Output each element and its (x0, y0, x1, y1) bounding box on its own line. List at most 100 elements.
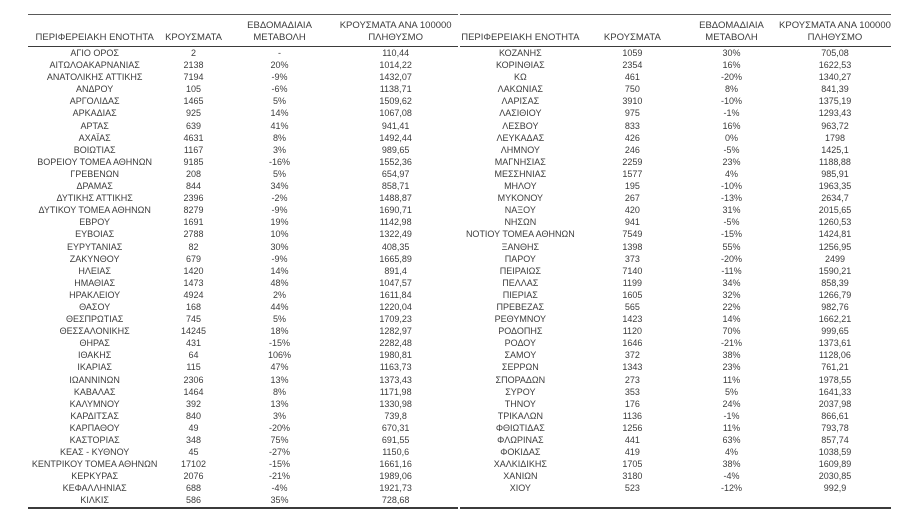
table-row: ΘΕΣΠΡΩΤΙΑΣ 745 5% 1709,23 (28, 313, 458, 325)
cell-weekly-change: 23% (722, 156, 741, 167)
cell-per-100k: 691,55 (381, 435, 410, 445)
cell-region: ΠΡΕΒΕΖΑΣ (496, 301, 545, 312)
cell-per-100k: 963,72 (821, 120, 849, 131)
cell-weekly-change: 3% (273, 410, 287, 421)
cell-region: ΛΗΜΝΟΥ (500, 144, 540, 155)
table-row: ΚΟΡΙΝΘΙΑΣ 2354 16% 1622,53 (460, 59, 891, 71)
cell-cases: 1199 (622, 277, 643, 288)
cell-cases: 7140 (622, 265, 643, 276)
cell-region: ΡΟΔΟΠΗΣ (498, 326, 543, 337)
cell-region: ΛΕΣΒΟΥ (502, 120, 539, 131)
cell-region: ΧΑΝΙΩΝ (503, 471, 538, 482)
cell-per-100k: 1150,6 (382, 447, 410, 458)
cell-region: ΑΡΓΟΛΙΔΑΣ (69, 96, 120, 107)
column-header-weekly-change: ΕΒΔΟΜΑΔΙΑΙΑ ΜΕΤΑΒΟΛΗ (225, 14, 334, 47)
cell-weekly-change: 16% (722, 120, 741, 131)
table-row: ΑΝΑΤΟΛΙΚΗΣ ΑΤΤΙΚΗΣ 7194 -9% 1432,07 (28, 71, 458, 83)
table-row: ΚΕΑΣ - ΚΥΘΝΟΥ 45 -27% 1150,6 (28, 446, 458, 458)
cell-cases: 420 (624, 205, 640, 216)
cell-per-100k: 739,8 (384, 410, 407, 421)
cell-per-100k: 858,39 (821, 277, 849, 288)
cell-per-100k: 1963,35 (818, 181, 852, 192)
cell-cases: 392 (186, 398, 202, 409)
cell-region: ΛΑΣΙΘΙΟΥ (499, 108, 542, 119)
table-row: ΓΡΕΒΕΝΩΝ 208 5% 654,97 (28, 168, 458, 180)
table-row: ΧΑΝΙΩΝ 3180 -4% 2030,85 (460, 470, 891, 482)
cell-region: ΚΑΣΤΟΡΙΑΣ (69, 435, 120, 445)
cell-weekly-change: -9% (271, 72, 288, 83)
cell-cases (581, 494, 684, 507)
cell-region: ΞΑΝΘΗΣ (501, 241, 540, 252)
cell-weekly-change (684, 494, 779, 507)
cell-weekly-change: -6% (271, 84, 288, 95)
cell-per-100k: 841,39 (821, 84, 849, 95)
cell-region: ΜΕΣΣΗΝΙΑΣ (494, 168, 547, 179)
cell-cases: 750 (624, 84, 640, 95)
cell-cases: 115 (186, 362, 201, 373)
table-row: ΝΗΣΩΝ 941 -5% 1260,53 (460, 216, 891, 228)
cell-per-100k: 728,68 (381, 495, 410, 506)
table-row: ΣΕΡΡΩΝ 1343 23% 761,21 (460, 361, 891, 373)
table-row: ΔΥΤΙΚΟΥ ΤΟΜΕΑ ΑΘΗΝΩΝ 8279 -9% 1690,71 (28, 204, 458, 216)
table-row: ΠΕΙΡΑΙΩΣ 7140 -11% 1590,21 (460, 265, 891, 277)
cell-region: ΝΑΞΟΥ (504, 205, 536, 216)
cell-per-100k: 1488,87 (379, 193, 412, 204)
cell-cases: 3910 (622, 96, 643, 107)
cell-region: ΤΗΝΟΥ (504, 398, 536, 409)
cell-region: ΚΕΑΣ - ΚΥΘΝΟΥ (60, 447, 130, 458)
cell-region: ΚΕΦΑΛΛΗΝΙΑΣ (62, 483, 127, 494)
cell-cases: 9185 (183, 156, 204, 167)
cell-region: ΚΑΡΔΙΤΣΑΣ (70, 410, 119, 421)
table-row: ΠΙΕΡΙΑΣ 1605 32% 1266,79 (460, 289, 891, 301)
table-row: ΣΠΟΡΑΔΩΝ 273 11% 1978,55 (460, 374, 891, 386)
cell-cases: 1605 (622, 289, 643, 300)
cell-weekly-change: -9% (271, 253, 288, 264)
table-row: ΛΗΜΝΟΥ 246 -5% 1425,1 (460, 144, 891, 156)
cell-region: ΑΝΑΤΟΛΙΚΗΣ ΑΤΤΙΚΗΣ (46, 72, 143, 83)
table-row: ΠΕΛΛΑΣ 1199 34% 858,39 (460, 277, 891, 289)
cell-region: ΡΟΔΟΥ (504, 338, 537, 349)
table-row: ΝΑΞΟΥ 420 31% 2015,65 (460, 204, 891, 216)
table-row: ΡΟΔΟΥ 1646 -21% 1373,61 (460, 337, 891, 349)
cell-region: ΕΥΡΥΤΑΝΙΑΣ (66, 241, 123, 252)
cell-region: ΠΑΡΟΥ (504, 253, 536, 264)
cell-region: ΚΙΛΚΙΣ (80, 495, 109, 506)
cell-cases: 639 (186, 120, 202, 131)
column-header-region: ΠΕΡΙΦΕΡΕΙΑΚΗ ΕΝΟΤΗΤΑ (460, 14, 581, 47)
cell-per-100k: 1188,88 (819, 156, 851, 167)
cell-cases: 176 (624, 398, 640, 409)
cell-weekly-change: 2% (273, 289, 287, 300)
cell-region: ΘΑΣΟΥ (79, 301, 111, 312)
table-row: ΛΑΣΙΘΙΟΥ 975 -1% 1293,43 (460, 107, 891, 119)
cell-per-100k: 1590,21 (818, 265, 852, 276)
cell-per-100k: 1014,22 (379, 60, 412, 71)
cell-cases: 82 (188, 241, 199, 252)
cell-per-100k: 1340,27 (818, 72, 852, 83)
cell-weekly-change: 35% (270, 495, 289, 506)
table-row: ΧΙΟΥ 523 -12% 992,9 (460, 482, 891, 494)
cell-weekly-change: -15% (269, 338, 291, 349)
cell-cases: 1059 (622, 48, 643, 58)
cell-region: ΜΗΛΟΥ (504, 181, 537, 192)
cell-per-100k: 1373,43 (379, 374, 412, 385)
cell-per-100k: 1424,81 (818, 229, 852, 240)
cell-weekly-change: -1% (723, 410, 740, 421)
table-row: ΗΛΕΙΑΣ 1420 14% 891,4 (28, 265, 458, 277)
table-row: ΦΟΚΙΔΑΣ 419 4% 1038,59 (460, 446, 891, 458)
cell-cases: 844 (186, 181, 202, 192)
cell-region: ΣΥΡΟΥ (505, 386, 536, 397)
cell-cases: 586 (186, 495, 202, 506)
table-row: ΚΑΛΥΜΝΟΥ 392 13% 1330,98 (28, 398, 458, 410)
table-row: ΚΑΒΑΛΑΣ 1464 8% 1171,98 (28, 386, 458, 398)
cell-region: ΔΥΤΙΚΗΣ ΑΤΤΙΚΗΣ (56, 193, 133, 204)
cell-per-100k: 1260,53 (818, 217, 852, 228)
cell-region: ΛΕΥΚΑΔΑΣ (496, 132, 545, 143)
cell-per-100k: 1293,43 (818, 108, 852, 119)
cell-weekly-change: 20% (270, 60, 289, 71)
table-row: ΘΑΣΟΥ 168 44% 1220,04 (28, 301, 458, 313)
cell-weekly-change: 5% (725, 386, 739, 397)
table-row: ΛΑΡΙΣΑΣ 3910 -10% 1375,19 (460, 95, 891, 107)
cell-weekly-change: 18% (270, 326, 289, 337)
cell-cases: 2076 (183, 471, 204, 482)
table-row: ΣΑΜΟΥ 372 38% 1128,06 (460, 349, 891, 361)
